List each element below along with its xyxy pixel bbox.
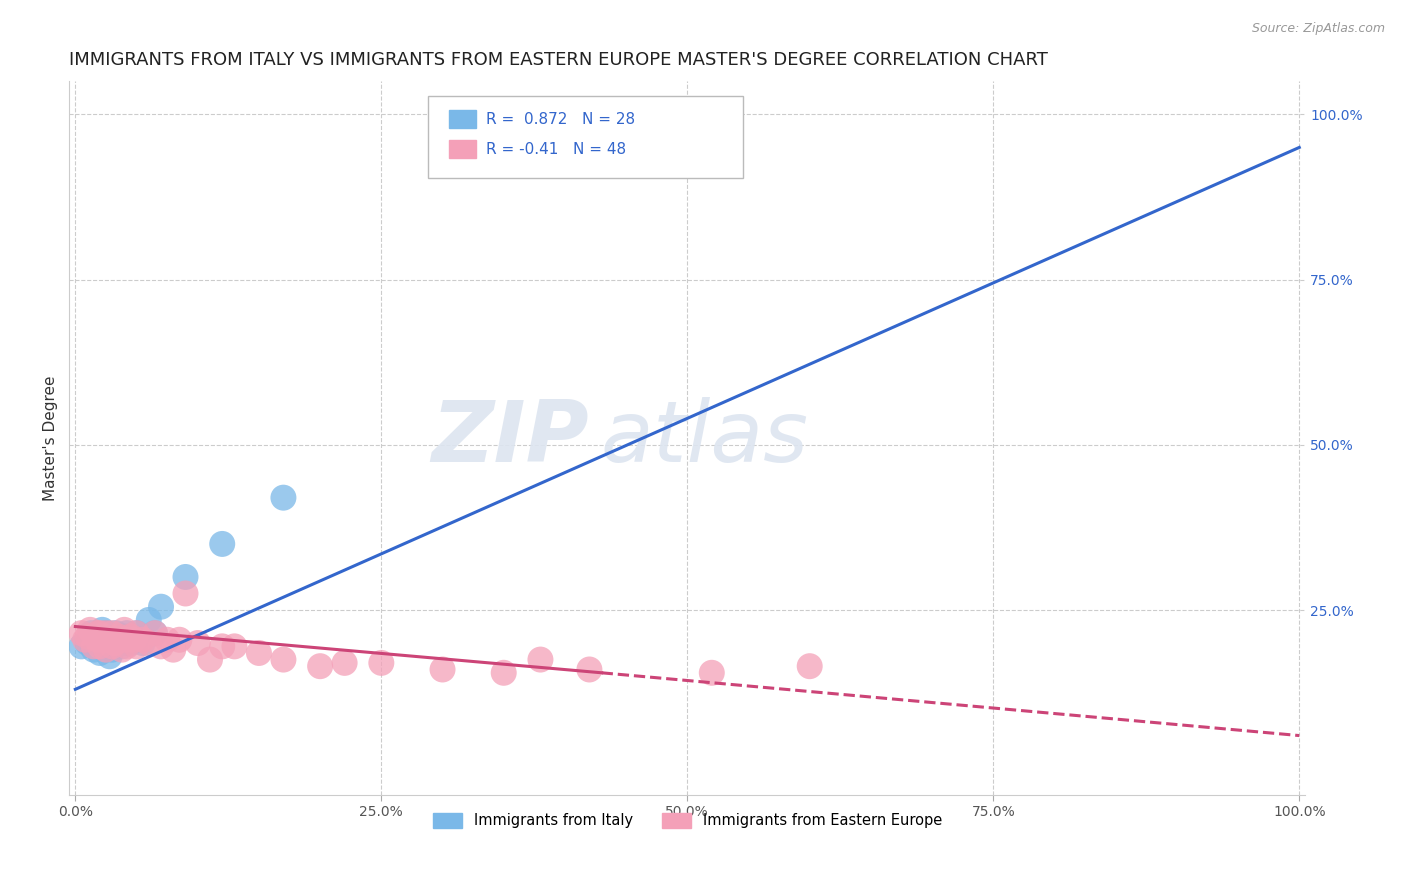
Point <box>76 630 98 644</box>
Point <box>125 626 148 640</box>
Point <box>700 665 723 680</box>
Point <box>198 652 221 666</box>
Point <box>101 632 124 647</box>
Point <box>101 626 124 640</box>
Point <box>333 656 356 670</box>
Point <box>91 632 114 647</box>
Point <box>224 640 246 654</box>
Point <box>162 642 184 657</box>
Point <box>138 613 160 627</box>
Text: IMMIGRANTS FROM ITALY VS IMMIGRANTS FROM EASTERN EUROPE MASTER'S DEGREE CORRELAT: IMMIGRANTS FROM ITALY VS IMMIGRANTS FROM… <box>69 51 1047 69</box>
Legend: Immigrants from Italy, Immigrants from Eastern Europe: Immigrants from Italy, Immigrants from E… <box>427 807 948 834</box>
Point <box>83 640 105 654</box>
Point <box>492 665 515 680</box>
Point <box>70 626 93 640</box>
Point <box>169 632 191 647</box>
Point <box>125 626 148 640</box>
Text: R =  0.872   N = 28: R = 0.872 N = 28 <box>486 112 636 127</box>
Point <box>101 640 124 654</box>
Point <box>98 649 121 664</box>
Point <box>76 636 98 650</box>
Point <box>138 636 160 650</box>
Point <box>86 632 108 647</box>
Point <box>94 642 117 657</box>
Point <box>98 632 121 647</box>
Point <box>94 626 117 640</box>
Point <box>94 640 117 654</box>
FancyBboxPatch shape <box>427 95 742 178</box>
Point <box>143 626 166 640</box>
Point <box>112 623 135 637</box>
Point <box>187 636 209 650</box>
Point <box>94 626 117 640</box>
Point <box>103 636 125 650</box>
Point <box>86 632 108 647</box>
Point <box>75 632 97 647</box>
Bar <box>449 140 475 158</box>
Point <box>115 640 138 654</box>
Point <box>131 632 153 647</box>
Text: Source: ZipAtlas.com: Source: ZipAtlas.com <box>1251 22 1385 36</box>
Point <box>111 640 134 654</box>
Point <box>86 626 108 640</box>
Point <box>107 632 129 647</box>
Point <box>150 640 173 654</box>
Point <box>143 626 166 640</box>
Point <box>104 626 127 640</box>
Point <box>174 570 197 584</box>
Point <box>89 630 111 644</box>
Point <box>273 491 295 505</box>
Point <box>91 623 114 637</box>
Point <box>120 636 142 650</box>
Point <box>112 636 135 650</box>
Point <box>70 640 93 654</box>
Point <box>80 626 103 640</box>
Point <box>112 630 135 644</box>
Point <box>107 630 129 644</box>
Point <box>89 640 111 654</box>
Point <box>122 632 145 647</box>
Point <box>211 537 233 551</box>
Point <box>89 646 111 660</box>
Point <box>174 586 197 600</box>
Y-axis label: Master's Degree: Master's Degree <box>44 376 58 501</box>
Point <box>112 632 135 647</box>
Point <box>120 630 142 644</box>
Point <box>799 659 821 673</box>
Point <box>156 632 179 647</box>
Point <box>83 642 105 657</box>
Point <box>432 663 454 677</box>
Point <box>115 626 138 640</box>
Point <box>211 640 233 654</box>
Point <box>125 640 148 654</box>
Point <box>131 636 153 650</box>
Point <box>309 659 332 673</box>
Point <box>370 656 392 670</box>
Point <box>247 646 270 660</box>
Point <box>79 623 101 637</box>
Point <box>89 626 111 640</box>
Point <box>111 642 134 657</box>
Bar <box>449 110 475 128</box>
Point <box>529 652 551 666</box>
Point <box>101 642 124 657</box>
Text: R = -0.41   N = 48: R = -0.41 N = 48 <box>486 142 626 157</box>
Point <box>273 652 295 666</box>
Text: ZIP: ZIP <box>430 397 589 480</box>
Text: atlas: atlas <box>600 397 808 480</box>
Point <box>578 663 600 677</box>
Point <box>150 599 173 614</box>
